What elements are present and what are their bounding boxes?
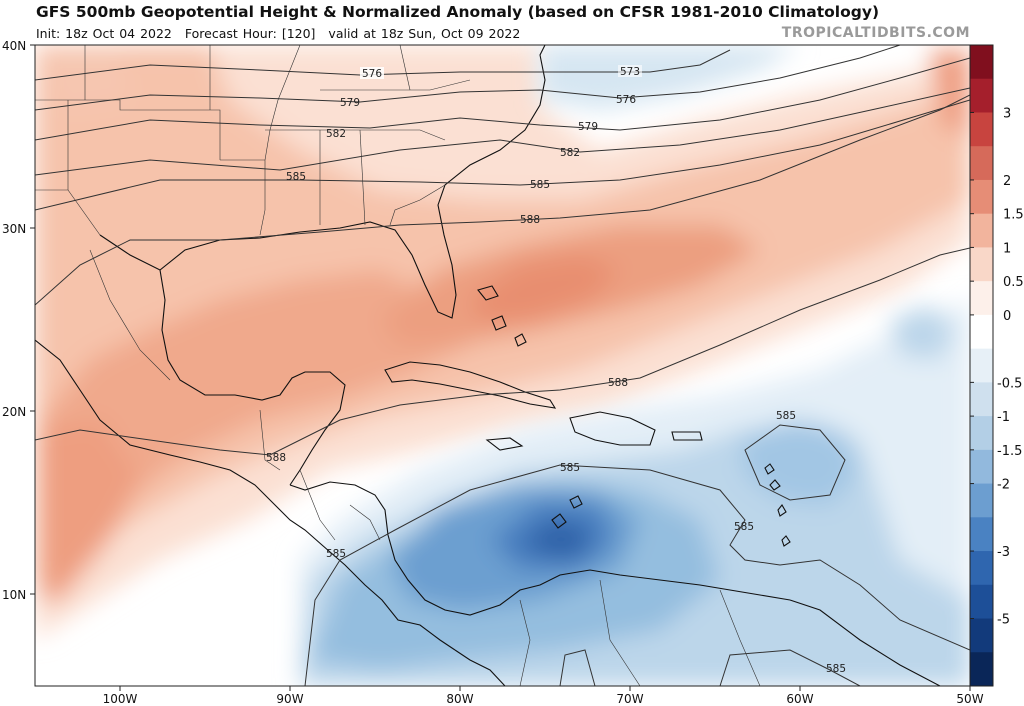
lon-label: 100W [103,692,138,706]
contour-label: 579 [340,97,360,109]
colorbar-swatch [970,78,993,113]
colorbar-swatch [970,314,993,350]
colorbar-frame [969,44,994,687]
colorbar-label: -1.5 [997,444,1022,459]
colorbar-swatch [970,449,993,485]
colorbar-labels: 3 2 1.5 1 0.5 0 -0.5 -1 -1.5 -2 -3 -5 [970,106,1024,628]
colorbar-swatch [970,652,993,687]
colorbar-swatch [970,247,993,282]
longitude-axis: 100W 90W 80W 70W 60W 50W [103,686,984,706]
brand-watermark: TROPICALTIDBITS.COM [781,25,970,41]
latitude-axis: 40N 30N 20N 10N [2,39,35,602]
colorbar [969,44,994,687]
contour-label: 588 [608,377,628,389]
colorbar-swatch [970,618,993,653]
colorbar-swatch [970,584,993,620]
colorbar-label: -1 [997,410,1010,425]
colorbar-label: -3 [997,545,1010,560]
colorbar-label: -5 [997,613,1010,628]
lon-label: 50W [956,692,983,706]
colorbar-label: -2 [997,478,1010,493]
contour-label: 573 [620,66,640,78]
contour-label: 588 [266,452,286,464]
colorbar-swatch [970,551,993,586]
contour-label-group: 576 573 579 576 582 579 585 582 585 588 … [266,65,846,675]
contour-label: 585 [530,179,550,191]
valid-time: valid at 18z Sun, Oct 09 2022 [328,26,521,41]
colorbar-label: 0.5 [1003,275,1024,290]
lon-label: 70W [616,692,643,706]
lon-label: 90W [276,692,303,706]
map-title: GFS 500mb Geopotential Height & Normaliz… [36,3,880,21]
contour-label: 585 [286,171,306,183]
colorbar-swatch [970,517,993,552]
contour-label: 585 [734,521,754,533]
colorbar-swatch [970,483,993,518]
lat-label: 20N [2,405,26,419]
colorbar-swatch [970,213,993,248]
positive-anomaly-shading [35,45,970,640]
colorbar-swatch [970,112,993,147]
contour-label: 576 [362,68,382,80]
colorbar-label: 0 [1003,309,1011,324]
colorbar-swatch [970,416,993,451]
colorbar-label: 3 [1003,106,1011,121]
lat-label: 10N [2,588,26,602]
map-subtitle: Init: 18z Oct 04 2022 Forecast Hour: [12… [36,26,528,41]
political-boundaries [35,45,761,686]
contour-label: 576 [616,94,636,106]
colorbar-swatch [970,146,993,181]
colorbar-swatch [970,45,993,80]
contour-label: 585 [326,548,346,560]
colorbar-swatch [970,281,993,316]
contour-label: 585 [826,663,846,675]
coastlines [35,45,941,686]
colorbar-label: -0.5 [997,376,1022,391]
lon-label: 60W [786,692,813,706]
contour-label: 585 [560,462,580,474]
colorbar-label: 1 [1003,241,1011,256]
lat-label: 40N [2,39,26,53]
forecast-hour: Forecast Hour: [120] [184,26,316,41]
lon-label: 80W [446,692,473,706]
map-panel: 576 573 579 576 582 579 585 582 585 588 … [35,45,970,686]
colorbar-swatch [970,382,993,417]
colorbar-label: 2 [1003,174,1011,189]
contour-label: 588 [520,214,540,226]
colorbar-swatch [970,179,993,215]
init-time: Init: 18z Oct 04 2022 [36,26,172,41]
contour-label: 582 [326,128,346,140]
lat-label: 30N [2,222,26,236]
negative-anomaly-shading [300,45,970,686]
contour-label: 585 [776,410,796,422]
contour-label: 582 [560,147,580,159]
colorbar-label: 1.5 [1003,208,1024,223]
contour-label: 579 [578,121,598,133]
height-contours [35,45,970,686]
colorbar-swatch [970,348,993,383]
